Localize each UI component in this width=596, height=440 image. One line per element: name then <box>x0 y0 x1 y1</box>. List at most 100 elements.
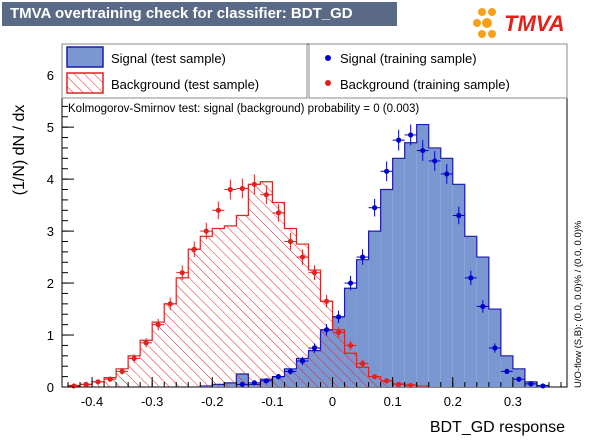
background-test-bin <box>368 376 381 387</box>
y-tick-label: 0 <box>47 380 54 395</box>
background-train-point <box>311 270 318 276</box>
signal-train-point <box>432 158 438 164</box>
background-test-bin <box>224 225 237 387</box>
background-train-point <box>155 322 161 328</box>
background-train-point <box>203 228 209 234</box>
legend: Signal (test sample) Background (test sa… <box>61 43 568 99</box>
signal-train-point <box>528 381 534 387</box>
signal-train-point <box>480 303 486 310</box>
background-train-point <box>335 329 342 336</box>
signal-train-point <box>540 383 546 389</box>
x-tick-label: 0.3 <box>504 394 522 409</box>
signal-test-bin <box>452 184 465 387</box>
background-train-point <box>215 207 221 213</box>
y-axis-label: (1/N) dN / dx <box>11 105 28 196</box>
x-tick-label: -0.4 <box>81 394 103 409</box>
background-test-bin <box>236 215 249 387</box>
background-test-bin <box>176 277 189 387</box>
signal-train-point <box>299 358 306 364</box>
signal-train-point <box>311 345 318 351</box>
background-train-point <box>179 270 185 276</box>
background-train-point <box>119 368 125 375</box>
signal-train-point <box>335 314 342 320</box>
legend-label-signal-test: Signal (test sample) <box>111 51 226 66</box>
signal-train-point <box>420 147 426 154</box>
background-train-point <box>287 238 294 245</box>
background-test-bin <box>284 228 297 387</box>
y-tick-label: 2 <box>47 276 54 291</box>
background-train-point <box>384 378 390 384</box>
background-train-point <box>239 185 245 192</box>
x-tick-label: 0 <box>329 394 336 409</box>
background-train-point <box>359 361 366 367</box>
background-train-point <box>191 246 197 252</box>
background-train-point <box>227 186 233 193</box>
logo-text: TMVA <box>504 11 565 36</box>
y-tick-label: 5 <box>47 120 54 135</box>
signal-train-point <box>372 205 378 211</box>
background-train-point <box>107 376 113 382</box>
legend-swatch-background <box>66 72 104 94</box>
page-title: TMVA overtraining check for classifier: … <box>2 2 397 26</box>
signal-test-bin <box>356 259 369 387</box>
signal-train-point <box>263 378 270 384</box>
y-tick-label: 4 <box>47 172 54 187</box>
signal-train-point <box>287 368 294 375</box>
signal-train-point <box>468 275 474 281</box>
background-test-bin <box>128 355 141 387</box>
x-tick-label: 0.1 <box>384 394 402 409</box>
background-train-point <box>347 342 354 349</box>
background-train-point <box>372 374 378 380</box>
background-test-bin <box>296 244 309 387</box>
axes: -0.4 -0.3 -0.2 -0.1 0 0.1 0.2 0.3 0 1 2 3 4 5 6 <box>47 53 562 409</box>
background-test-bin <box>116 368 129 387</box>
background-test-bin <box>332 329 345 387</box>
background-test-bin <box>380 380 393 387</box>
background-train-point <box>323 298 330 304</box>
legend-marker-signal <box>325 55 331 61</box>
y-tick-label: 3 <box>47 224 54 239</box>
signal-train-point <box>504 368 510 375</box>
background-test-bin <box>356 367 369 387</box>
signal-train-point <box>516 376 522 382</box>
background-train-point <box>299 254 306 260</box>
background-train-point <box>83 381 89 388</box>
overflow-note: U/O-flow (S,B): (0.0, 0.0)% / (0.0, 0.0)… <box>573 220 584 388</box>
signal-test-bin <box>404 142 417 387</box>
background-test-bin <box>320 301 333 387</box>
logo-dots-icon <box>473 8 496 38</box>
background-train-point <box>396 381 402 388</box>
signal-train-point <box>408 132 414 138</box>
background-train-point <box>167 301 173 307</box>
background-train-point <box>275 210 282 216</box>
x-tick-label: -0.3 <box>141 394 163 409</box>
signal-test-bin <box>380 189 393 387</box>
background-test-bin <box>188 249 201 387</box>
x-tick-label: -0.2 <box>201 394 223 409</box>
background-test-bin <box>200 236 213 387</box>
background-test-bin <box>140 340 153 387</box>
signal-train-point <box>239 381 245 388</box>
signal-test-bin <box>392 158 405 387</box>
signal-train-point <box>275 374 282 380</box>
signal-test-bin <box>416 124 429 387</box>
tmva-logo: TMVA <box>473 8 565 38</box>
background-test-bin <box>152 322 165 387</box>
background-train-point <box>71 383 77 389</box>
signal-train-point <box>347 280 354 286</box>
background-test-bin <box>164 303 177 387</box>
background-training-points <box>68 174 417 389</box>
signal-train-point <box>359 254 366 260</box>
signal-test-bin <box>428 147 441 387</box>
x-tick-label: -0.1 <box>261 394 283 409</box>
background-test-bin <box>344 353 357 387</box>
x-tick-label: 0.2 <box>444 394 462 409</box>
y-tick-label: 1 <box>47 328 54 343</box>
signal-test-bin <box>476 257 489 387</box>
background-test-bin <box>248 184 261 387</box>
background-train-point <box>251 181 257 187</box>
background-test-bin <box>260 181 273 387</box>
legend-box-train <box>308 43 568 99</box>
signal-train-point <box>444 171 450 177</box>
legend-marker-background <box>325 80 331 86</box>
